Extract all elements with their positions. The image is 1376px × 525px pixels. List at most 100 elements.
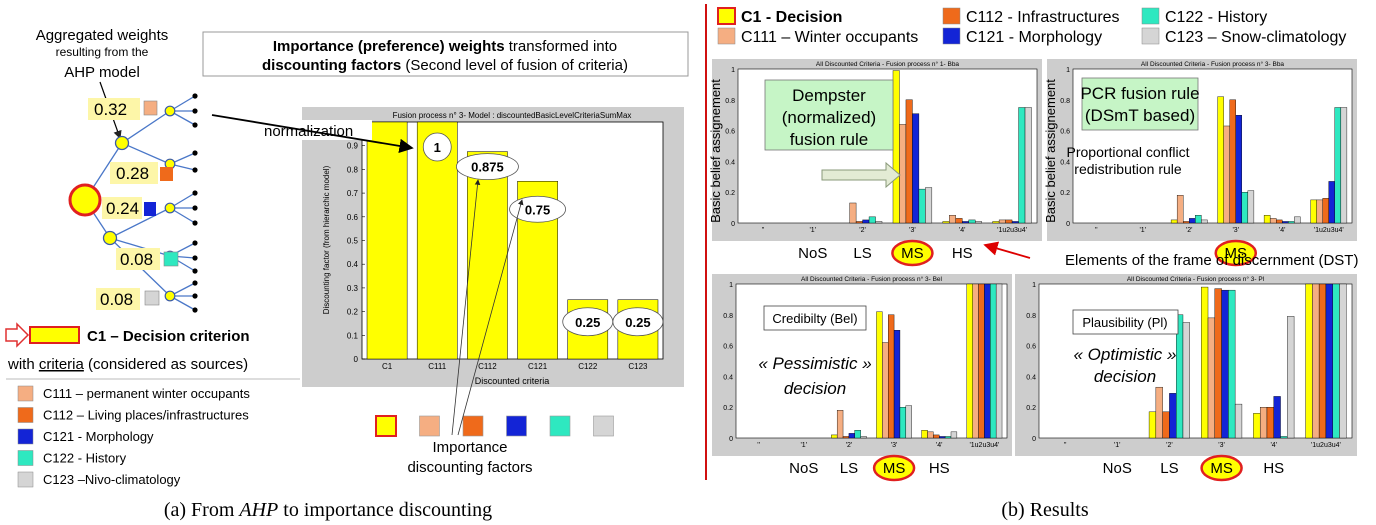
category-label: '1' [1114, 442, 1121, 449]
bar [905, 99, 913, 224]
bar [1339, 283, 1347, 439]
bar [868, 216, 876, 224]
frame-element-label: NoS [798, 245, 827, 262]
category-label: '4' [959, 227, 966, 234]
frame-element-label: MS [883, 460, 906, 477]
left-panel: Aggregated weights resulting from the AH… [5, 27, 689, 521]
result-chart-1: All Discounted Criteria - Fusion process… [708, 59, 1042, 267]
frame-element-label: LS [853, 245, 871, 262]
weight-value: 0.32 [94, 100, 127, 119]
bar [1201, 219, 1208, 224]
category-label: C123 [628, 362, 648, 371]
category-label: C1 [382, 362, 393, 371]
title-line-1: Importance (preference) weights transfor… [273, 38, 617, 55]
legend-label: C1 - Decision [741, 9, 842, 26]
criterion-swatch [549, 415, 571, 437]
criterion-swatch [593, 415, 614, 437]
y-tick-label: 0.9 [347, 142, 359, 151]
frame-element-label: MS [1210, 460, 1233, 477]
y-tick-label: 0.4 [723, 374, 733, 381]
bar [1325, 283, 1333, 439]
bar [1280, 436, 1288, 439]
bar [1282, 221, 1289, 224]
bar [939, 436, 946, 439]
frame-element-label: HS [1263, 460, 1284, 477]
category-label: '2' [1186, 227, 1193, 234]
y-tick-label: 0.8 [1060, 98, 1070, 105]
bar [875, 221, 883, 224]
decision-arrow-icon [5, 322, 30, 348]
dempster-label: fusion rule [790, 130, 868, 149]
category-label: '1u2u3u4' [969, 442, 999, 449]
bar [862, 219, 870, 224]
data-label-bubble [456, 153, 519, 181]
y-tick-label: 0.6 [1026, 344, 1036, 351]
normalization-arrow [211, 114, 414, 154]
caption-b: (b) Results [1001, 499, 1088, 521]
tree-node [114, 135, 130, 151]
criteria-subtitle-post: (considered as sources) [84, 356, 248, 373]
criterion-swatch [419, 415, 440, 437]
bar [1162, 411, 1170, 439]
bar [1266, 407, 1274, 439]
bar [1305, 283, 1313, 439]
bar [1148, 411, 1157, 439]
data-label: 0.875 [471, 160, 504, 175]
bar [944, 436, 952, 439]
bar [1253, 413, 1261, 439]
legend-swatch [17, 450, 34, 466]
chart-title: All Discounted Criteria - Fusion process… [816, 60, 960, 68]
pcr-note: Proportional conflict [1067, 144, 1190, 160]
bar [899, 124, 907, 224]
bar [1221, 289, 1229, 439]
caption-a: (a) From AHP to importance discounting [164, 499, 492, 521]
weight-value: 0.08 [120, 250, 153, 269]
bar [831, 434, 838, 439]
bar-chart-swatches [375, 415, 614, 437]
data-label: 1 [434, 140, 441, 155]
weight-label-c121: 0.24 [102, 197, 156, 219]
bar [876, 311, 883, 439]
category-label: C121 [528, 362, 548, 371]
y-axis-label: Basic belief assignement [1043, 79, 1058, 223]
y-tick-label: 0.8 [723, 313, 733, 320]
bar [1170, 219, 1178, 224]
y-tick-label: 0 [731, 221, 735, 228]
bar [1235, 114, 1242, 224]
y-tick-label: 0.6 [725, 129, 735, 136]
result-chart-3: All Discounted Criteria - Fusion process… [712, 274, 1012, 482]
bar [942, 221, 950, 224]
bar [1176, 195, 1184, 224]
bar [990, 283, 997, 439]
y-tick-label: 0.6 [723, 344, 733, 351]
bar [899, 407, 907, 439]
pcr-label: (DSmT based) [1085, 106, 1195, 125]
y-tick-label: 0.2 [347, 308, 359, 317]
bar [1182, 322, 1190, 439]
bar [949, 215, 956, 224]
bar [1288, 221, 1295, 224]
y-tick-label: 1 [1066, 67, 1070, 74]
bar-c112 [467, 151, 508, 360]
category-label: '1' [809, 227, 816, 234]
bar-chart-categories: C1 C111 C112 C121 C122 C123 [382, 362, 648, 371]
importance-note-line-2: discounting factors [407, 459, 532, 476]
credibility-label: Credibilty (Bel) [772, 311, 857, 326]
legend-label: C112 – Living places/infrastructures [43, 408, 249, 423]
legend-label: C123 – Snow-climatology [1165, 29, 1346, 46]
category-label: '' [762, 227, 765, 234]
decision-note: « Optimistic » [1074, 345, 1177, 364]
category-label: '1u2u3u4' [1311, 442, 1341, 449]
legend-swatch [1141, 7, 1160, 25]
data-label: 0.75 [525, 202, 550, 217]
y-tick-label: 0.4 [347, 260, 359, 269]
bar [1273, 396, 1281, 439]
category-label: C122 [578, 362, 598, 371]
y-tick-label: 0.6 [347, 213, 359, 222]
bar [992, 221, 1000, 224]
bar [1340, 107, 1348, 224]
weight-label-c123: 0.08 [96, 288, 160, 310]
bar [925, 187, 933, 224]
results-charts: All Discounted Criteria - Fusion process… [708, 59, 1357, 482]
bar [1195, 215, 1202, 224]
